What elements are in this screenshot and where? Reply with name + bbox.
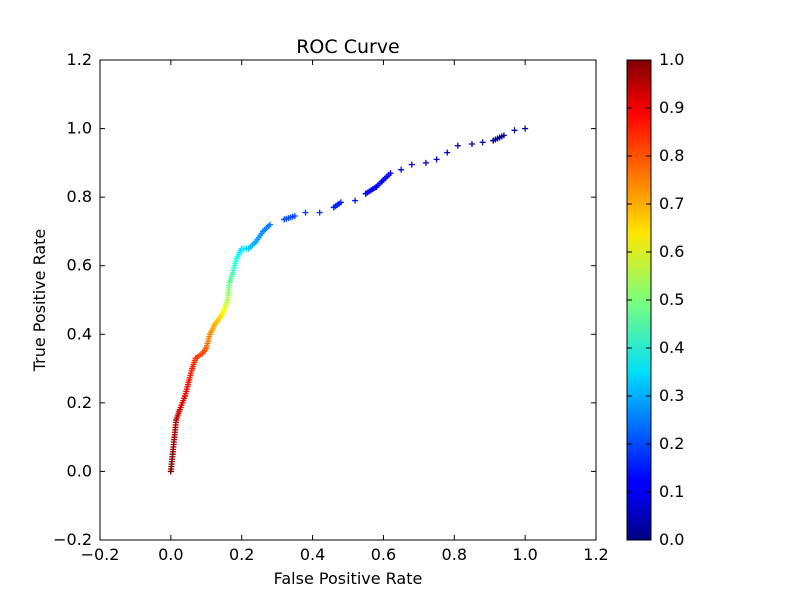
roc-point: [511, 127, 518, 134]
roc-point: [267, 221, 274, 228]
roc-point: [330, 204, 337, 211]
chart-title: ROC Curve: [296, 36, 400, 58]
roc-point: [238, 245, 245, 252]
x-tick-label: −0.2: [81, 545, 120, 564]
colorbar-tick-label: 0.3: [659, 386, 684, 405]
roc-point: [433, 156, 440, 163]
y-axis-ticks: −0.2 0.0 0.2 0.4 0.6 0.8 1.0 1.2: [53, 50, 596, 549]
colorbar-tick-label: 0.9: [659, 98, 684, 117]
roc-point: [337, 199, 344, 206]
roc-point: [185, 379, 192, 386]
roc-point: [169, 451, 176, 458]
roc-point: [373, 183, 380, 190]
colorbar-tick-label: 0.0: [659, 530, 684, 549]
x-tick-label: 0.4: [300, 545, 325, 564]
colorbar-tick-label: 0.4: [659, 338, 684, 357]
roc-point: [192, 355, 199, 362]
plot-frame: [99, 59, 597, 541]
colorbar-tick-label: 1.0: [659, 50, 684, 69]
x-axis-ticks: −0.2 0.0 0.2 0.4 0.6 0.8 1.0 1.2: [81, 60, 609, 564]
y-tick-label: 0.4: [67, 324, 92, 343]
roc-point: [479, 139, 486, 146]
roc-point: [259, 228, 266, 235]
colorbar-tick-label: 0.1: [659, 482, 684, 501]
roc-point: [380, 177, 387, 183]
colorbar-ticks: 0.0 0.1 0.2 0.3 0.4 0.5 0.6 0.7 0.8 0.9 1.0: [627, 50, 684, 549]
colorbar-tick-label: 0.6: [659, 242, 684, 261]
roc-point: [182, 393, 189, 399]
main-axes: −0.2 0.0 0.2 0.4 0.6 0.8 1.0 1.2 −0.2 0.0 0.2 0.4 0…: [53, 50, 609, 564]
y-tick-label: 1.0: [67, 119, 92, 138]
roc-point: [422, 159, 429, 166]
y-tick-label: −0.2: [53, 530, 92, 549]
colorbar-tick-label: 0.2: [659, 434, 684, 453]
colorbar-tick-label: 0.7: [659, 194, 684, 213]
roc-point: [444, 149, 451, 156]
colorbar-tick-label: 0.5: [659, 290, 684, 309]
roc-point: [387, 170, 394, 177]
roc-point: [199, 350, 206, 357]
roc-point: [281, 216, 288, 223]
roc-point: [398, 166, 405, 173]
roc-point: [206, 331, 213, 338]
roc-point: [171, 434, 178, 441]
roc-point: [454, 142, 461, 149]
roc-point: [226, 279, 233, 286]
roc-point: [500, 132, 507, 139]
roc-point: [252, 238, 259, 245]
roc-point: [221, 307, 227, 314]
x-tick-label: 1.2: [583, 545, 608, 564]
y-axis-label: True Positive Rate: [30, 229, 49, 373]
roc-point: [245, 245, 252, 252]
roc-point: [408, 161, 415, 168]
y-tick-label: 0.6: [67, 256, 92, 275]
roc-point: [229, 269, 236, 276]
y-tick-label: 0.2: [67, 393, 92, 412]
x-axis-label: False Positive Rate: [274, 569, 423, 588]
roc-point: [316, 209, 323, 216]
roc-point: [224, 297, 231, 303]
x-tick-label: 0.0: [158, 545, 183, 564]
data-points: [167, 125, 529, 475]
roc-point: [189, 365, 196, 372]
x-tick-label: 0.8: [442, 545, 467, 564]
y-tick-label: 0.0: [67, 461, 92, 480]
roc-point: [302, 209, 309, 216]
roc-point: [352, 197, 359, 204]
roc-point: [176, 406, 183, 413]
roc-point: [490, 137, 497, 144]
roc-point: [522, 125, 529, 132]
roc-point: [291, 213, 298, 219]
roc-point: [173, 417, 180, 423]
roc-point: [217, 314, 224, 321]
x-tick-label: 0.6: [371, 545, 396, 564]
colorbar-tick-label: 0.8: [659, 146, 684, 165]
roc-point: [469, 141, 475, 147]
roc-point: [362, 190, 369, 197]
y-tick-label: 0.8: [67, 187, 92, 206]
roc-point: [203, 345, 210, 351]
colorbar: 0.0 0.1 0.2 0.3 0.4 0.5 0.6 0.7 0.8 0.9 1.0: [626, 50, 684, 549]
roc-point: [212, 321, 219, 327]
x-tick-label: 0.2: [229, 545, 254, 564]
roc-point: [233, 255, 240, 262]
y-tick-label: 1.2: [67, 50, 92, 69]
x-tick-label: 1.0: [512, 545, 537, 564]
roc-point: [167, 468, 174, 475]
